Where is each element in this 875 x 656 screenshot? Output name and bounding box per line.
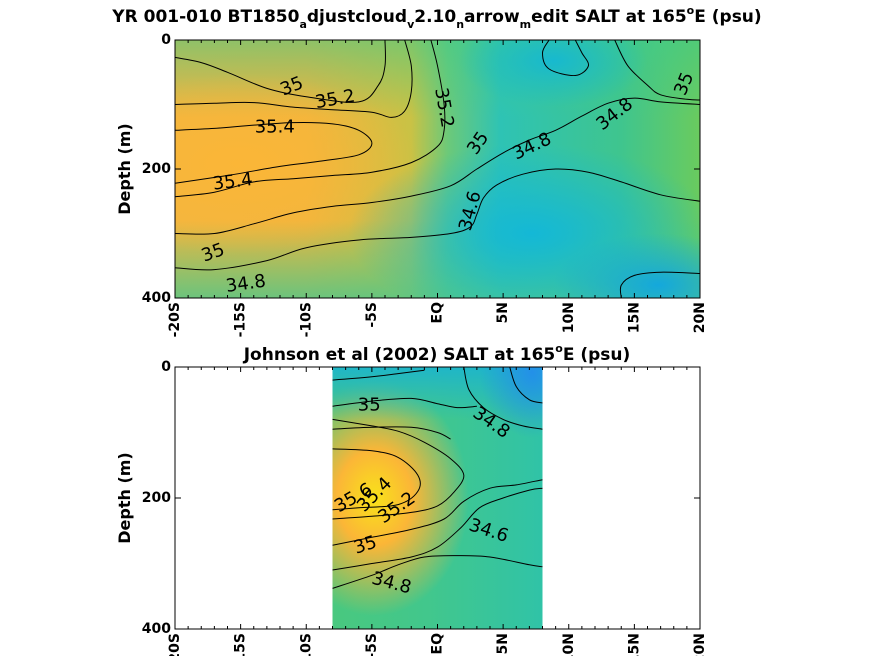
title-part: a: [299, 18, 306, 31]
ticks-model: -20S -15S -10S -5S EQ 5N 10N 15N 20N 0 200 400: [142, 32, 708, 337]
y-tick-label: 0: [161, 32, 171, 48]
x-tick-label: 15N: [626, 633, 642, 656]
title-part: o: [687, 4, 695, 17]
contour-label: 35.4: [255, 117, 295, 138]
contour-line-35-2: [175, 40, 413, 118]
contour-line-34-6: [332, 555, 543, 589]
panel-model: YR 001-010 BT1850adjustcloudv2.10narrowm…: [111, 4, 761, 337]
x-tick-label: -20S: [167, 302, 183, 337]
y-tick-label: 400: [142, 290, 171, 306]
x-tick-label: -10S: [298, 633, 314, 656]
y-tick-label: 200: [142, 490, 171, 506]
contour-line-35-2: [332, 369, 425, 381]
x-tick-label: 10N: [561, 302, 577, 333]
contour-line-34-8: [175, 168, 700, 271]
title-part: djustcloud: [307, 7, 407, 27]
contour-line-35-4: [332, 418, 465, 520]
x-tick-label: 5N: [495, 302, 511, 323]
contour-line-34-8: [332, 487, 543, 571]
y-tick-label: 200: [142, 161, 171, 177]
x-tick-label: -5S: [364, 633, 380, 656]
title-part: E (psu): [563, 345, 630, 365]
y-tick-label: 0: [161, 359, 171, 375]
contour-line-35-4: [175, 40, 446, 198]
contour-line-35-6: [332, 448, 421, 511]
title-part: n: [456, 18, 464, 31]
x-tick-label: -5S: [364, 302, 380, 328]
ylabel-observations: Depth (m): [115, 452, 134, 544]
contour-line-35: [175, 40, 386, 103]
contour-lines-observations: [332, 367, 543, 589]
contour-line-34-6: [541, 40, 590, 77]
contour-line-35-2: [332, 426, 451, 440]
contour-line-35: [175, 97, 700, 235]
title-part: arrow: [464, 7, 520, 27]
title-part: YR 001-010 BT1850: [111, 7, 299, 27]
title-part: m: [520, 18, 531, 31]
title-part: edit SALT at 165: [531, 7, 687, 27]
panel-observations: Johnson et al (2002) SALT at 165oE (psu)…: [115, 342, 708, 656]
contour-line-35-2: [614, 40, 700, 101]
contour-label: 35.4: [212, 169, 254, 195]
x-tick-label: EQ: [430, 633, 446, 655]
x-tick-label: -20S: [167, 633, 183, 656]
contour-label: 35: [358, 394, 381, 415]
contour-line-34-6: [509, 367, 543, 404]
x-tick-label: EQ: [430, 302, 446, 324]
title-observations: Johnson et al (2002) SALT at 165oE (psu): [243, 342, 631, 365]
x-tick-label: -15S: [233, 302, 249, 337]
title-model: YR 001-010 BT1850adjustcloudv2.10narrowm…: [111, 4, 761, 31]
x-tick-label: 20N: [692, 633, 708, 656]
salinity-field-observations: 35 34.835.635.435.235 34.634.8: [331, 367, 543, 629]
x-tick-label: 20N: [692, 302, 708, 333]
title-part: Johnson et al (2002) SALT at 165: [243, 345, 556, 365]
contour-line-35: [332, 479, 543, 546]
x-tick-label: 5N: [495, 633, 511, 654]
ticks-observations: -20S -15S -10S -5S EQ 5N 10N 15N 20N 0 200 400: [142, 359, 708, 656]
contour-line-35: [332, 397, 477, 409]
contour-line-34-6: [619, 271, 700, 298]
x-tick-label: -10S: [298, 302, 314, 337]
x-tick-label: 15N: [626, 302, 642, 333]
title-part: v: [407, 18, 415, 31]
y-tick-label: 400: [142, 621, 171, 637]
x-tick-label: -15S: [233, 633, 249, 656]
title-part: o: [555, 342, 563, 355]
contour-line-34-8: [463, 367, 543, 430]
title-part: E (psu): [694, 7, 761, 27]
contour-lines-model: [175, 40, 700, 298]
x-tick-label: 10N: [561, 633, 577, 656]
ylabel-model: Depth (m): [115, 123, 134, 215]
title-part: 2.10: [414, 7, 456, 27]
contour-line-35-4: [175, 121, 373, 184]
